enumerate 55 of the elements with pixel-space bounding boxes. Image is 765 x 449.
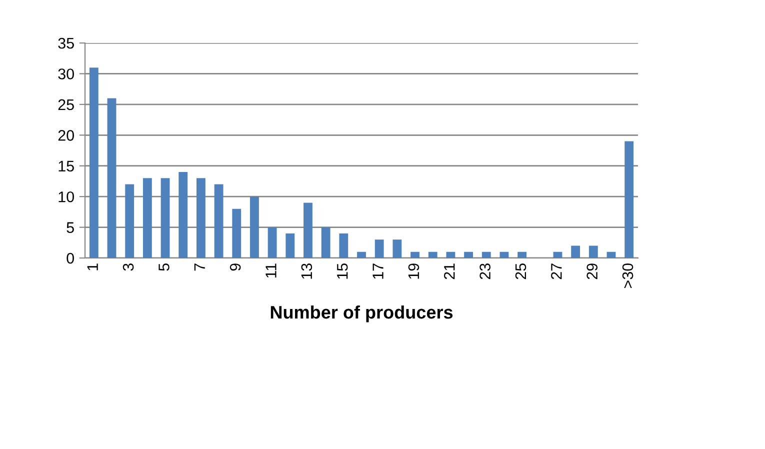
bar xyxy=(553,252,562,258)
bar xyxy=(250,196,259,258)
bar xyxy=(624,141,634,258)
x-tick-label: 13 xyxy=(301,264,312,279)
bar xyxy=(107,98,116,258)
bar xyxy=(571,246,580,258)
bar xyxy=(464,252,473,258)
x-tick-label: 15 xyxy=(337,264,348,279)
bar xyxy=(428,252,438,258)
x-tick-label: 19 xyxy=(408,264,420,279)
x-tick-label: 27 xyxy=(551,264,562,280)
bar xyxy=(392,240,402,258)
bar xyxy=(339,233,348,258)
x-tick-label: 9 xyxy=(230,264,241,271)
x-tick-label: 5 xyxy=(158,264,170,271)
bar xyxy=(500,252,509,258)
y-tick-label: 20 xyxy=(58,130,74,141)
y-tick-label: 0 xyxy=(66,252,74,264)
bar xyxy=(410,252,420,258)
x-tick-label: >30 xyxy=(622,263,634,288)
x-tick-label: 7 xyxy=(194,264,205,271)
x-tick-label: 23 xyxy=(480,264,490,280)
x-tick-label: 29 xyxy=(586,264,598,280)
x-tick-label: 11 xyxy=(266,264,276,278)
bar xyxy=(606,252,616,258)
bar xyxy=(357,252,366,258)
bar xyxy=(321,227,330,258)
y-tick-label: 15 xyxy=(58,160,74,172)
y-tick-label: 10 xyxy=(58,191,74,202)
y-tick-label: 35 xyxy=(58,38,74,49)
x-tick-label: 1 xyxy=(87,264,98,270)
bar xyxy=(125,184,134,258)
bar xyxy=(518,252,527,258)
y-tick-label: 5 xyxy=(66,222,74,233)
bar xyxy=(142,178,152,258)
bar xyxy=(482,252,491,258)
x-axis-title: Number of producers xyxy=(270,305,453,322)
bar xyxy=(588,246,598,258)
bar xyxy=(214,184,224,258)
bar xyxy=(304,202,312,258)
bar xyxy=(232,208,242,258)
y-tick-label: 25 xyxy=(58,99,74,110)
x-tick-label: 25 xyxy=(515,264,526,280)
x-tick-label: 3 xyxy=(122,264,134,271)
x-tick-label: 21 xyxy=(444,264,455,280)
bar xyxy=(178,172,188,258)
bar xyxy=(286,233,295,258)
bar xyxy=(196,178,206,258)
bar xyxy=(374,240,384,258)
bar xyxy=(268,227,277,258)
x-tick-label: 17 xyxy=(372,264,384,279)
y-tick-label: 30 xyxy=(58,68,74,80)
bar xyxy=(89,68,98,258)
bar xyxy=(446,252,456,258)
bar xyxy=(160,178,170,258)
